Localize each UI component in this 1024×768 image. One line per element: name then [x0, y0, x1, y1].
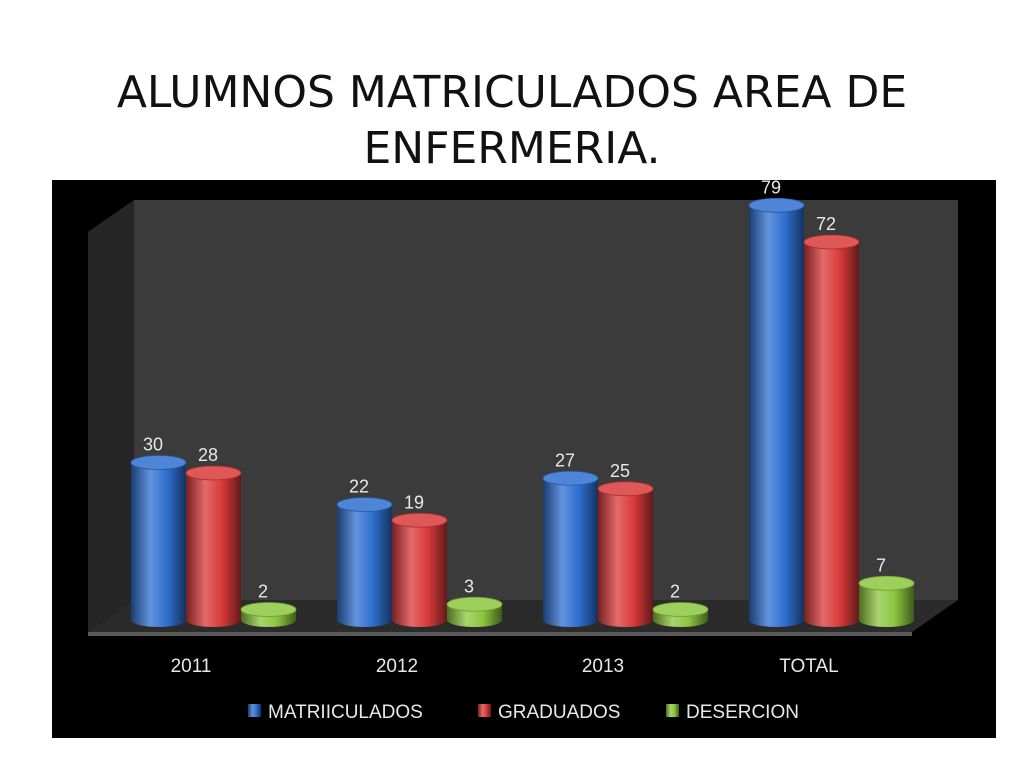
legend-label: MATRIICULADOS	[268, 702, 423, 723]
bar-2013-graduados	[597, 481, 654, 627]
legend-item-graduados: GRADUADOS	[478, 702, 620, 723]
data-label: 7	[876, 555, 886, 575]
legend-swatch	[478, 704, 491, 717]
legend-swatch	[248, 704, 261, 717]
bar-2012-matriiculados	[336, 497, 393, 627]
x-tick-label: 2012	[376, 656, 418, 677]
legend-label: DESERCION	[686, 702, 799, 723]
x-tick-label: 2013	[582, 656, 624, 677]
side-wall	[88, 200, 134, 632]
bar-total-desercion	[858, 575, 915, 627]
data-label: 28	[198, 445, 218, 465]
bar-2013-matriiculados	[542, 470, 599, 627]
bar-2011-desercion	[240, 602, 297, 627]
data-label: 30	[143, 435, 163, 455]
title-line-2: ENFERMERIA.	[363, 123, 661, 175]
cylinder-bar-chart: 30 28 2 2011 22 19 3 2012 27 25 2 2013 79 72 7 TOTAL MA…	[88, 180, 958, 723]
data-label: 2	[670, 582, 680, 602]
x-tick-label: 2011	[171, 656, 212, 677]
data-label: 27	[555, 450, 575, 470]
bar-2011-graduados	[185, 465, 242, 627]
bar-2012-graduados	[391, 512, 448, 627]
floor-edge	[88, 632, 912, 636]
data-label: 79	[761, 180, 781, 197]
data-label: 3	[464, 576, 474, 596]
slide-title: ALUMNOS MATRICULADOS AREA DE ENFERMERIA.	[0, 65, 1024, 177]
floor	[88, 600, 958, 632]
bar-total-graduados	[803, 234, 860, 627]
data-label: 25	[610, 461, 630, 481]
data-label: 2	[258, 582, 268, 602]
legend-swatch	[666, 704, 679, 717]
legend-item-matriiculados: MATRIICULADOS	[248, 702, 423, 723]
data-label: 19	[404, 492, 424, 512]
title-line-1: ALUMNOS MATRICULADOS AREA DE	[116, 67, 908, 119]
bar-2013-desercion	[652, 602, 709, 627]
x-tick-label: TOTAL	[779, 656, 838, 677]
data-label: 22	[349, 477, 369, 497]
bar-2011-matriiculados	[130, 455, 187, 627]
chart-area: 30 28 2 2011 22 19 3 2012 27 25 2 2013 79 72 7 TOTAL MA…	[52, 180, 996, 738]
bar-2012-desercion	[446, 596, 503, 627]
legend-label: GRADUADOS	[498, 702, 620, 723]
legend-item-desercion: DESERCION	[666, 702, 799, 723]
bar-total-matriiculados	[748, 197, 805, 627]
data-label: 72	[816, 214, 836, 234]
